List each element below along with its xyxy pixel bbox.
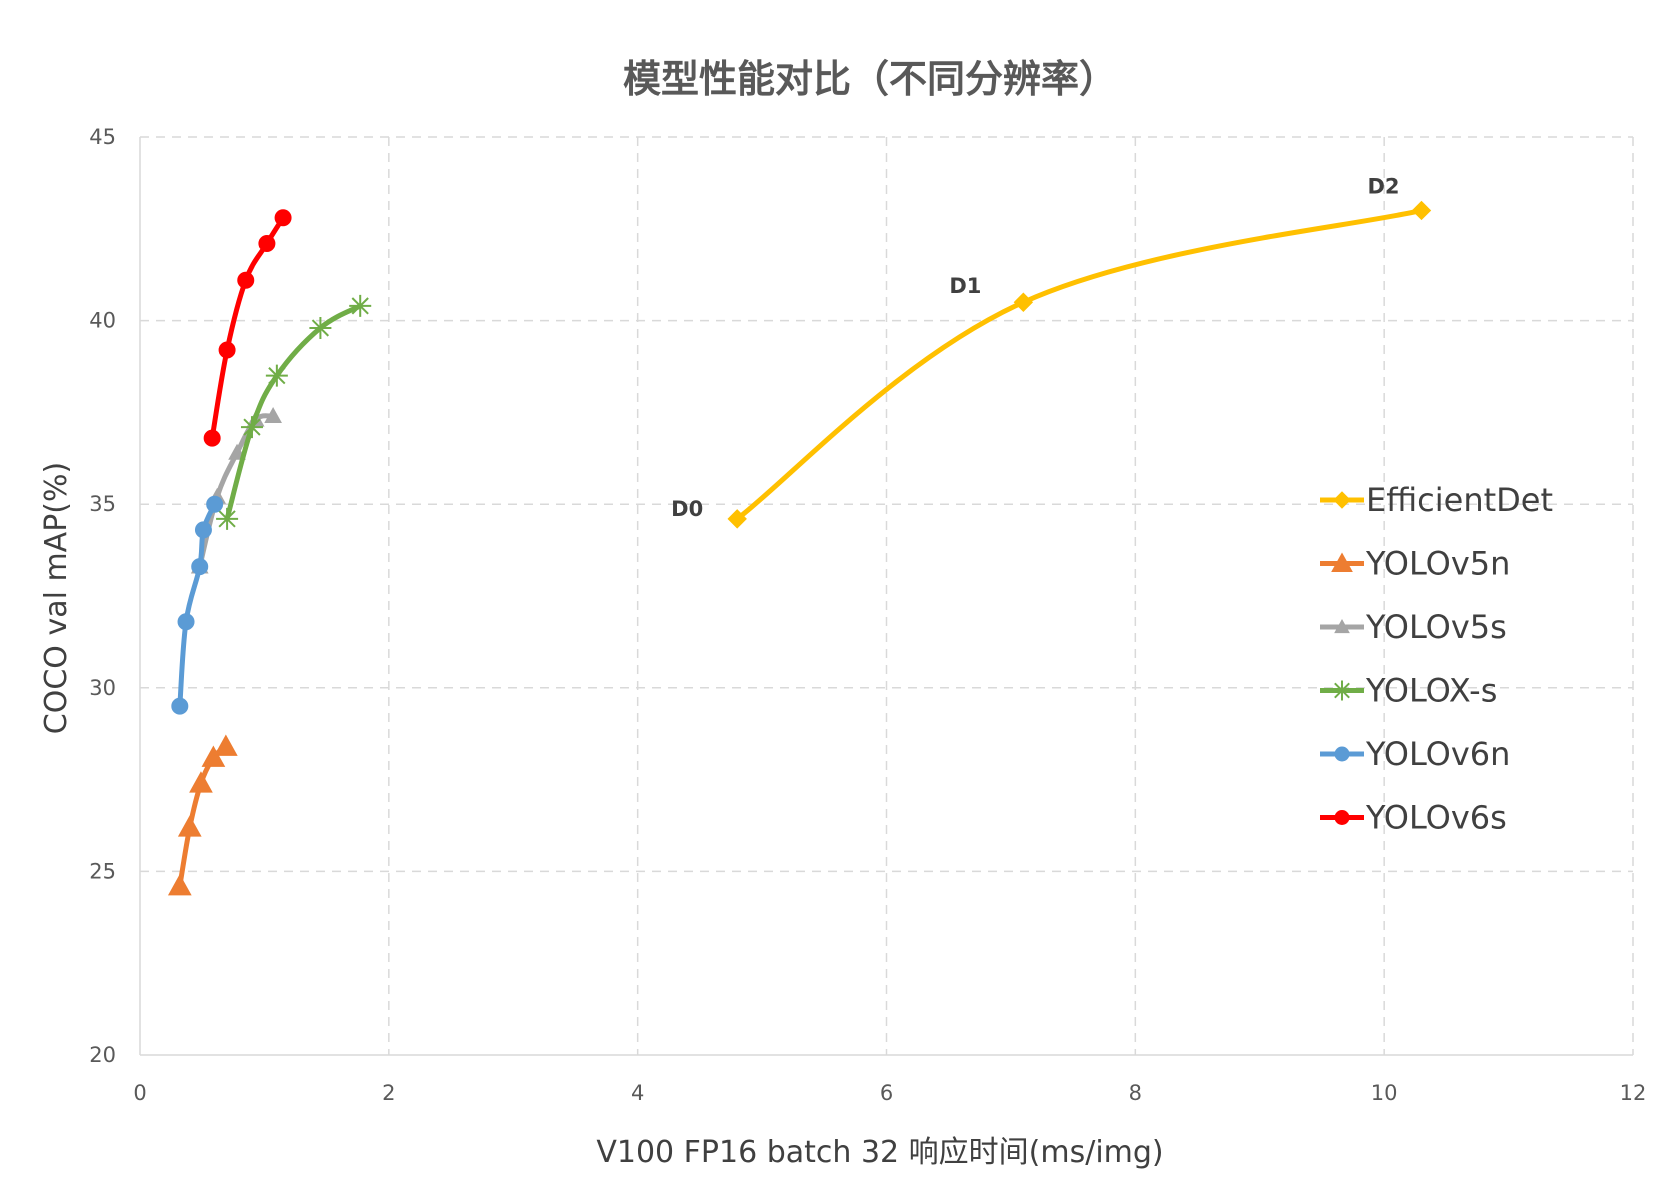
legend-marker (1334, 810, 1350, 825)
series-line-yolov6s (209, 215, 286, 441)
series-yolov6s (203, 209, 292, 447)
data-point-yolov5n (213, 734, 238, 756)
y-tick-label: 20 (89, 1043, 116, 1067)
legend-entry-yolox-s: YOLOX-s (1320, 672, 1497, 710)
data-point-yolox-s (265, 364, 288, 387)
data-point-yolov6s (237, 271, 255, 289)
series-line-efficientdet (734, 207, 1424, 522)
legend-label: YOLOv6s (1365, 799, 1507, 837)
legend-label: YOLOv5n (1365, 545, 1510, 583)
y-axis-label: COCO val mAP(%) (39, 462, 74, 734)
x-tick-label: 6 (880, 1081, 893, 1105)
y-tick-label: 40 (89, 309, 116, 333)
x-tick-label: 8 (1129, 1081, 1142, 1105)
x-tick-label: 12 (1620, 1081, 1647, 1105)
series-layer (167, 200, 1432, 896)
data-point-yolov5n (189, 771, 213, 793)
x-tick-label: 2 (382, 1081, 395, 1105)
data-point-yolov6n (206, 495, 224, 513)
x-axis-label: V100 FP16 batch 32 响应时间(ms/img) (596, 1135, 1163, 1170)
series-yolov6n (171, 495, 224, 715)
tick-layer: 20 25 30 35 40 45 0 2 4 6 8 10 12 (89, 125, 1646, 1105)
data-point-yolov6n (191, 558, 209, 576)
series-yolov5n (167, 734, 238, 896)
point-label: D0 (671, 497, 703, 521)
data-point-efficientdet (1411, 200, 1432, 221)
data-point-yolox-s (240, 416, 263, 439)
legend-entry-yolov5s: YOLOv5s (1320, 608, 1507, 646)
series-line-yolov5n (177, 744, 229, 889)
series-yolox-s (216, 294, 372, 530)
data-point-yolov6s (218, 341, 236, 359)
series-efficientdet (727, 200, 1432, 529)
point-label: D1 (949, 274, 981, 298)
legend-label: EfficientDet (1366, 481, 1553, 519)
legend-label: YOLOv6n (1365, 735, 1510, 773)
data-point-yolov6n (194, 521, 212, 539)
data-point-efficientdet (727, 509, 747, 529)
data-point-yolov6s (258, 234, 276, 252)
data-point-yolov6n (171, 697, 189, 715)
chart-title: 模型性能对比（不同分辨率） (623, 57, 1117, 101)
data-point-yolov6s (203, 429, 221, 447)
x-tick-label: 10 (1371, 1081, 1398, 1105)
y-tick-label: 35 (89, 492, 116, 516)
legend-label: YOLOX-s (1365, 672, 1497, 710)
data-point-yolov6s (274, 209, 292, 227)
x-tick-label: 4 (631, 1081, 644, 1105)
data-point-yolox-s (309, 316, 332, 339)
legend-entry-yolov5n: YOLOv5n (1320, 545, 1510, 583)
y-tick-label: 25 (89, 859, 116, 883)
annotation-layer: D0 D1 D2 (671, 174, 1399, 520)
legend-label: YOLOv5s (1365, 608, 1507, 646)
data-point-yolov5n (177, 815, 202, 837)
legend: EfficientDet YOLOv5n YOLOv5s YOLOX-s YOLOv6n… (1320, 481, 1553, 837)
data-point-efficientdet (1013, 292, 1034, 312)
legend-marker (1334, 746, 1350, 762)
data-point-yolov6n (177, 613, 195, 631)
point-label: D2 (1367, 174, 1399, 198)
data-point-yolov5n (201, 745, 226, 767)
y-tick-label: 45 (89, 125, 116, 149)
legend-entry-yolov6n: YOLOv6n (1320, 735, 1510, 773)
legend-marker (1332, 680, 1352, 701)
legend-entry-efficientdet: EfficientDet (1320, 481, 1553, 519)
data-point-yolov5n (167, 874, 192, 896)
grid-layer (139, 136, 1634, 1056)
data-point-yolov5s (264, 407, 282, 423)
series-line-yolox-s (224, 303, 363, 522)
legend-entry-yolov6s: YOLOv6s (1320, 799, 1507, 837)
legend-marker (1333, 491, 1351, 509)
data-point-yolox-s (349, 294, 372, 317)
data-point-yolox-s (216, 507, 239, 530)
legend-marker (1331, 552, 1353, 572)
legend-marker (1334, 618, 1350, 634)
x-tick-label: 0 (133, 1081, 146, 1105)
y-tick-label: 30 (89, 676, 116, 700)
